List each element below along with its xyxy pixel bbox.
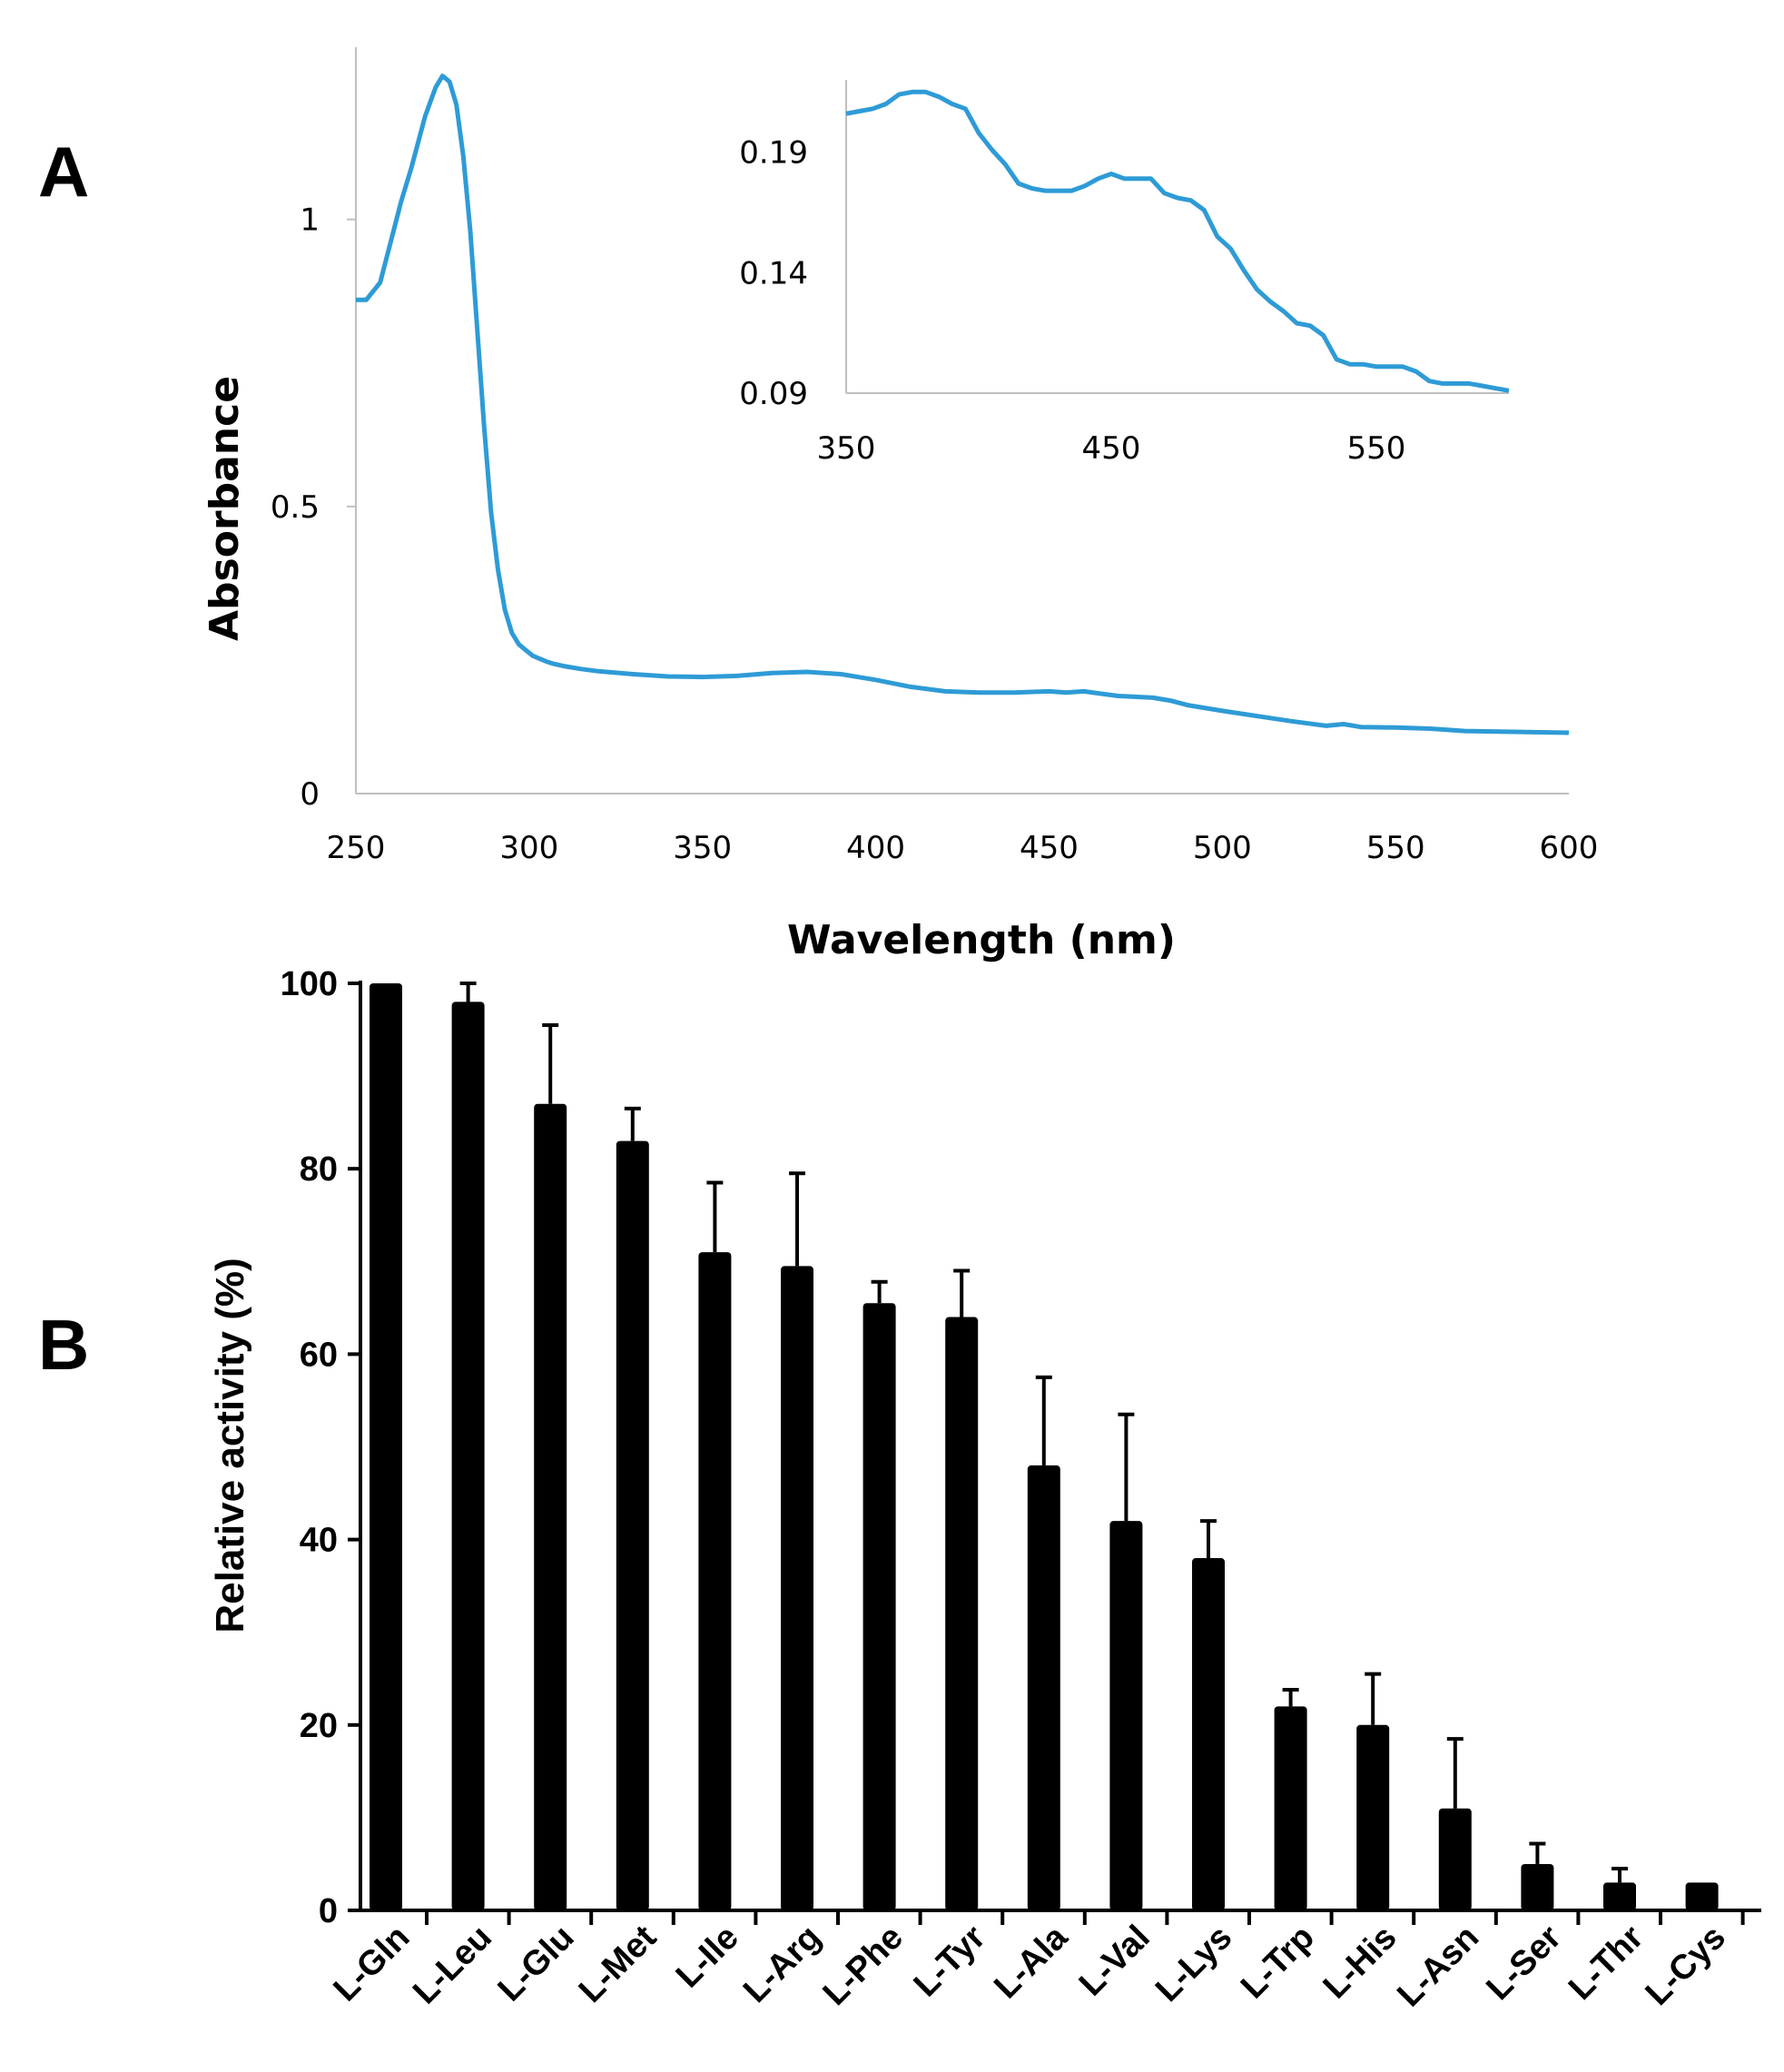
bar-L-Ser [1521, 1863, 1554, 1910]
inset-chart: 0.09 0.14 0.19 350 450 550 [739, 80, 1510, 467]
b-y-axis-label: Relative activity (%) [208, 1258, 252, 1633]
a-x-tick-label: 550 [1366, 830, 1425, 866]
b-x-tick-label: L-Leu [406, 1919, 499, 2012]
bar-L-Phe [862, 1303, 896, 1910]
b-y-tick-label: 20 [300, 1707, 338, 1745]
bar-L-Asn [1438, 1808, 1472, 1910]
bar-L-Tyr [945, 1317, 979, 1910]
a-y-tick-label: 1 [300, 202, 320, 239]
b-x-tick-label: L-Ile [669, 1919, 746, 1996]
bar-L-His [1356, 1724, 1390, 1910]
inset-line [845, 89, 1510, 393]
inset-y-tick-label: 0.19 [739, 135, 808, 172]
b-y-tick-label: 60 [300, 1336, 338, 1374]
a-y-tick-label: 0 [300, 776, 320, 813]
inset-x-tick-label: 350 [817, 430, 876, 467]
bar-L-Lys [1192, 1558, 1225, 1910]
a-y-tick-label: 0.5 [271, 489, 320, 526]
b-x-tick-label: L-Cys [1639, 1919, 1733, 2013]
b-x-tick-label: L-Ala [987, 1918, 1075, 2006]
b-y-ticks: 0 20 40 60 80 100 [281, 965, 360, 1930]
b-x-tick-label: L-Ser [1479, 1919, 1569, 2008]
inset-x-tick-label: 450 [1082, 430, 1141, 467]
a-x-ticks: 250 300 350 400 450 500 550 600 [327, 830, 1599, 866]
panel-a-chart: 00.51 250 300 350 400 450 500 550 600 Absorbanc… [202, 47, 1598, 963]
b-y-tick-label: 0 [319, 1892, 338, 1930]
a-x-tick-label: 500 [1193, 830, 1252, 866]
b-y-tick-label: 40 [300, 1522, 338, 1560]
inset-y-tick-label: 0.09 [739, 376, 808, 412]
b-x-tick-label: L-Tyr [907, 1919, 993, 2005]
bar-L-Val [1109, 1521, 1143, 1910]
bar-L-Met [616, 1140, 649, 1910]
a-x-axis-label: Wavelength (nm) [787, 917, 1176, 963]
inset-x-tick-label: 550 [1347, 430, 1406, 467]
a-x-tick-label: 300 [499, 830, 558, 866]
b-x-tick-label: L-Arg [736, 1919, 828, 2010]
b-x-tick-label: L-Trp [1234, 1919, 1322, 2007]
b-x-tick-label: L-Asn [1390, 1919, 1486, 2015]
b-x-tick-label: L-Lys [1148, 1919, 1239, 2009]
panel-label-a: A [38, 132, 89, 212]
b-y-tick-label: 80 [300, 1150, 338, 1189]
bar-L-Thr [1603, 1882, 1636, 1910]
b-x-tick-label: L-Thr [1562, 1919, 1651, 2008]
a-x-tick-label: 350 [673, 830, 732, 866]
absorbance-line [356, 74, 1570, 735]
inset-y-tick-label: 0.14 [739, 255, 808, 291]
a-x-tick-label: 400 [846, 830, 905, 866]
panel-label-b: B [38, 1305, 89, 1385]
b-x-tick-label: L-Glu [491, 1919, 582, 2009]
bar-L-Ile [698, 1252, 732, 1910]
b-x-tick-label: L-His [1316, 1919, 1405, 2007]
bars [370, 982, 1719, 1910]
bar-L-Arg [781, 1266, 813, 1910]
bar-L-Ala [1027, 1465, 1060, 1910]
a-y-ticks: 00.51 [271, 202, 356, 813]
inset-y-ticks: 0.09 0.14 0.19 [739, 135, 808, 412]
a-y-axis-label: Absorbance [202, 376, 248, 641]
b-x-tick-label: L-Phe [816, 1919, 911, 2013]
a-x-tick-label: 450 [1020, 830, 1079, 866]
b-x-tick-label: L-Val [1072, 1919, 1158, 2004]
bar-L-Gln [370, 983, 402, 1910]
inset-x-ticks: 350 450 550 [817, 430, 1406, 467]
bar-L-Trp [1274, 1706, 1307, 1910]
bar-L-Glu [534, 1103, 567, 1910]
bar-L-Leu [451, 1001, 485, 1910]
a-x-tick-label: 250 [327, 830, 386, 866]
b-x-tick-label: L-Gln [327, 1919, 418, 2009]
b-x-tick-label: L-Met [572, 1918, 665, 2010]
b-y-tick-label: 100 [281, 965, 338, 1003]
a-x-tick-label: 600 [1540, 830, 1599, 866]
bar-L-Cys [1685, 1882, 1719, 1910]
